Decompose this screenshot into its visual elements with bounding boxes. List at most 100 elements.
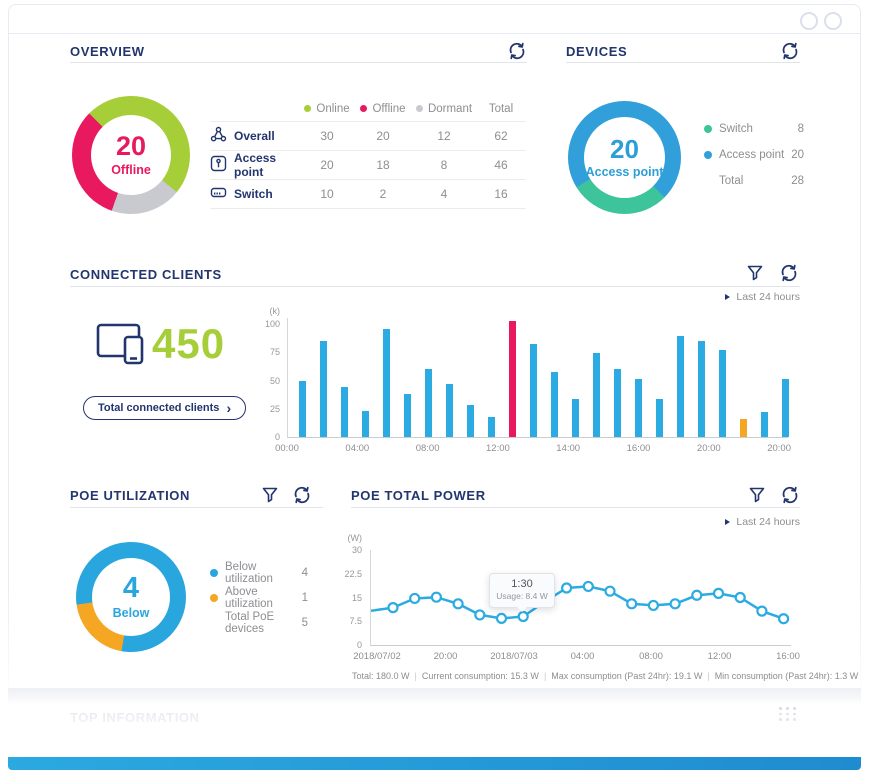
poe-utilization-title: POE UTILIZATION [70, 488, 190, 503]
refresh-icon[interactable] [780, 485, 800, 510]
data-point[interactable] [495, 612, 508, 625]
bar[interactable] [698, 341, 706, 437]
bar[interactable] [403, 394, 411, 437]
bar[interactable] [319, 341, 327, 437]
refresh-icon[interactable] [507, 41, 527, 66]
bar[interactable] [782, 379, 790, 437]
table-value-cell: 16 [494, 187, 508, 201]
bar[interactable] [719, 350, 727, 437]
bar[interactable] [593, 353, 601, 437]
overview-title: OVERVIEW [70, 44, 145, 59]
refresh-icon[interactable] [779, 263, 799, 288]
x-tick-label: 2018/07/02 [353, 651, 401, 662]
bar[interactable] [614, 369, 622, 437]
data-point[interactable] [409, 592, 421, 605]
window-titlebar [8, 4, 861, 34]
filter-icon[interactable] [748, 486, 766, 509]
bar[interactable] [508, 320, 516, 437]
data-point[interactable] [452, 598, 464, 610]
legend-value: 28 [791, 175, 804, 187]
x-tick-label: 20:00 [696, 443, 721, 454]
data-point[interactable] [430, 591, 443, 603]
data-point[interactable] [712, 587, 725, 599]
time-range-selector[interactable]: Last 24 hours [640, 291, 800, 303]
bar[interactable] [298, 380, 306, 437]
bar[interactable] [761, 412, 769, 437]
bar[interactable] [340, 387, 348, 437]
devices-title: DEVICES [566, 44, 628, 59]
divider [566, 62, 800, 63]
devices-legend: Switch 8 Access point 20 Total 28 [704, 116, 804, 194]
data-point[interactable] [756, 605, 768, 617]
legend-item: Below utilization 4 [210, 560, 308, 585]
donut-label: Below [112, 606, 150, 620]
stat-separator: | [543, 671, 547, 681]
power-line-chart [370, 550, 791, 646]
bar[interactable] [656, 398, 664, 437]
data-point[interactable] [669, 598, 681, 610]
legend-label: Switch [719, 123, 753, 135]
x-tick-label: 04:00 [570, 651, 595, 662]
bar[interactable] [572, 398, 580, 437]
refresh-icon[interactable] [780, 41, 800, 66]
bar[interactable] [382, 328, 390, 437]
x-tick-label: 00:00 [275, 443, 299, 454]
x-tick-label: 04:00 [345, 443, 370, 454]
power-stat: Total: 180.0 W [352, 671, 410, 681]
y-tick-label: 75 [269, 347, 280, 358]
bar[interactable] [424, 369, 432, 437]
switch-icon [210, 184, 227, 204]
chart-tooltip: 1:30 Usage: 8.4 W [489, 573, 555, 612]
row-label: Overall [210, 126, 300, 146]
bar[interactable] [550, 371, 558, 437]
table-value-cell: 20 [376, 129, 390, 143]
y-tick-label: 7.5 [349, 616, 362, 627]
data-point[interactable] [647, 599, 659, 612]
data-point[interactable] [582, 580, 594, 593]
access-point-icon [210, 155, 227, 175]
bar[interactable] [466, 405, 474, 437]
divider [351, 507, 800, 508]
data-point[interactable] [626, 598, 638, 610]
total-connected-clients-button[interactable]: Total connected clients › [83, 396, 247, 420]
data-point[interactable] [778, 613, 790, 625]
time-range-selector[interactable]: Last 24 hours [640, 516, 800, 528]
bar[interactable] [677, 336, 685, 437]
data-point[interactable] [387, 602, 399, 614]
window-control-icon[interactable] [800, 12, 818, 30]
donut-label: Offline [111, 163, 151, 177]
connected-clients-title: CONNECTED CLIENTS [70, 267, 222, 282]
power-stat: Current consumption: 15.3 W [421, 671, 539, 681]
table-header-row: Online Offline Dormant Total [210, 96, 526, 122]
y-tick-label: 0 [274, 432, 280, 442]
bar[interactable] [635, 379, 643, 437]
bar[interactable] [445, 383, 453, 437]
bar[interactable] [529, 344, 537, 437]
y-tick-label: 15 [351, 592, 362, 603]
legend-label: Above utilization [225, 585, 273, 610]
data-point[interactable] [561, 582, 573, 594]
legend-value: 20 [791, 149, 804, 161]
table-header-cell: Offline [354, 103, 412, 115]
data-point[interactable] [474, 609, 486, 621]
donut-value: 20 [610, 134, 639, 164]
filter-icon[interactable] [746, 264, 764, 287]
status-dot-icon [304, 105, 312, 112]
data-point[interactable] [517, 610, 529, 623]
filter-icon[interactable] [261, 486, 279, 509]
bar[interactable] [740, 418, 748, 437]
legend-dot-icon [704, 125, 712, 133]
data-point[interactable] [691, 589, 703, 601]
clients-bar-chart [287, 318, 790, 438]
y-tick-label: 100 [264, 319, 280, 329]
refresh-icon[interactable] [292, 485, 312, 510]
table-value-cell: 8 [440, 158, 448, 172]
window-control-icon[interactable] [824, 12, 842, 30]
drag-dots-icon[interactable] [779, 707, 797, 721]
row-label: Switch [210, 184, 300, 204]
data-point[interactable] [734, 591, 746, 604]
bar[interactable] [487, 416, 495, 437]
bar[interactable] [361, 411, 369, 437]
x-tick-label: 16:00 [776, 651, 800, 662]
data-point[interactable] [604, 585, 616, 597]
